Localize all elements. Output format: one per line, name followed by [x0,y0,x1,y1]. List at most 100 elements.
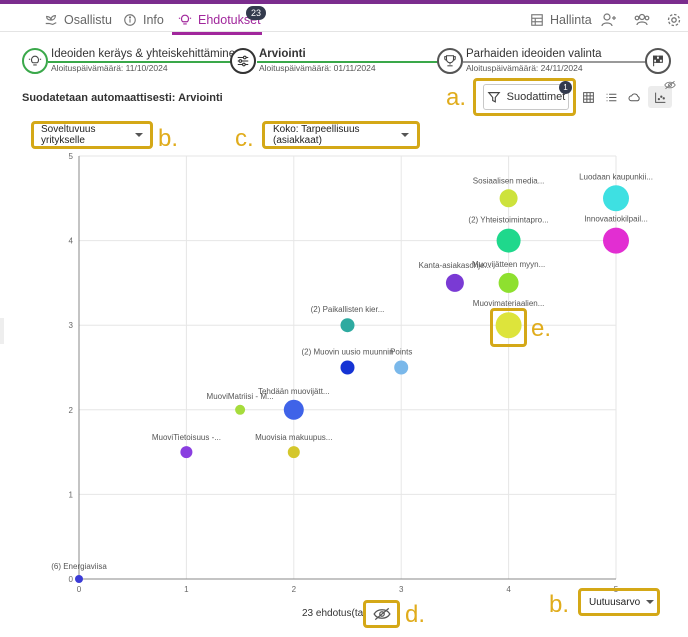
checkered-flag-icon [653,55,663,67]
data-point[interactable] [283,399,304,420]
x-tick-label: 2 [292,585,297,594]
step-3-date: Aloituspäivämäärä: 24/11/2024 [466,63,583,73]
data-point[interactable] [235,404,246,415]
tab-osallistu-label: Osallistu [64,13,112,27]
data-point[interactable] [495,312,522,339]
list-icon [606,93,616,101]
y-tick-label: 5 [69,152,74,161]
filters-button-label: Suodattimet [506,91,566,103]
highlight-b-y [31,121,153,149]
top-accent-bar [0,0,688,4]
admin-label: Hallinta [550,13,592,27]
hide-labels-button[interactable] [368,603,396,625]
annotation-c: c. [235,125,254,152]
data-point-label: (2) Yhteistoimintapro... [468,216,548,225]
hidden-eye-small-icon[interactable] [664,80,676,90]
x-axis-select[interactable]: Uutuusarvo [581,591,657,613]
step-2-title: Arviointi [259,48,306,60]
data-point-label: Sosiaalisen media... [473,176,545,185]
data-point-label: (6) Energiaviisa [51,562,107,571]
y-tick-label: 0 [69,575,74,584]
lightbulb-icon [178,14,192,25]
gear-icon[interactable] [666,12,682,28]
active-tab-indicator [172,32,262,35]
data-point[interactable] [496,228,521,253]
data-point-label: MuoviMatriisi - M... [207,392,274,401]
highlight-a [473,78,576,116]
data-point-label: (2) Paikallisten kier... [311,305,385,314]
navbar: Osallistu Info Ehdotukset 23 Hallinta [0,4,688,35]
annotation-b-x: b. [549,591,570,618]
tab-ehdotukset[interactable]: Ehdotukset [178,8,261,32]
view-table-button[interactable] [577,86,599,108]
highlight-b-x [578,588,660,616]
trophy-icon [444,55,456,67]
tab-info-label: Info [143,13,164,27]
sliders-icon [237,55,249,67]
left-edge-handle [0,318,4,344]
data-point[interactable] [287,446,300,459]
step-finish-circle[interactable] [645,48,671,74]
data-point[interactable] [394,360,409,375]
tab-info[interactable]: Info [123,8,164,32]
data-point[interactable] [340,360,355,375]
add-user-icon[interactable] [601,12,617,28]
eye-off-icon [373,607,391,621]
info-icon [124,14,136,26]
users-group-icon[interactable] [634,12,650,28]
funnel-icon [487,92,501,103]
stepper-line-done-1 [48,61,233,63]
data-point-label: Points [390,348,412,357]
data-point[interactable] [603,185,629,212]
data-point-label: Innovaatiokilpail... [584,215,648,224]
tab-osallistu[interactable]: Osallistu [44,8,112,32]
step-1-title: Ideoiden keräys & yhteiskehittäminen [51,48,242,60]
data-point[interactable] [340,318,355,333]
data-point[interactable] [180,446,193,459]
data-point[interactable] [445,273,464,292]
proposal-count-badge: 23 [246,6,266,20]
step-2-circle[interactable] [230,48,256,74]
annotation-e: e. [531,315,552,342]
grid-icon [531,14,543,26]
data-point-label: (2) Muovin uusio muunnin [301,348,393,357]
data-point[interactable] [499,189,518,208]
filters-button[interactable]: Suodattimet [483,84,569,110]
scatter-chart-icon [654,92,665,103]
step-3-circle[interactable] [437,48,463,74]
view-cloud-button[interactable] [623,86,645,108]
data-point-label: Muovijätteen myyn... [472,260,545,269]
active-filter-count: 1 [559,81,572,94]
data-point-label: Tehdään muovijätt... [258,387,330,396]
y-tick-label: 2 [69,406,74,415]
step-1-circle[interactable] [22,48,48,74]
data-point[interactable] [498,272,519,293]
data-point-label: Muovimateriaalien... [473,299,545,308]
y-axis-select[interactable]: Soveltuvuus yritykselle [33,124,151,146]
view-list-button[interactable] [600,86,622,108]
size-select-value: Koko: Tarpeellisuus (asiakkaat) [273,124,360,146]
stepper-line-done-2 [257,61,439,63]
step-2-date: Aloituspäivämäärä: 01/11/2024 [259,63,376,73]
chevron-down-icon [135,133,143,137]
highlight-e [490,308,527,347]
x-tick-label: 3 [399,585,404,594]
x-tick-label: 4 [506,585,511,594]
stepper-line-pending [463,61,647,63]
x-tick-label: 0 [77,585,82,594]
view-scatter-button[interactable] [648,86,672,108]
data-point[interactable] [75,575,83,583]
data-point[interactable] [603,227,629,254]
data-point-label: Luodaan kaupunkii... [579,172,653,181]
y-tick-label: 4 [69,237,74,246]
x-axis-select-value: Uutuusarvo [589,596,641,608]
chevron-down-icon [646,600,655,604]
x-tick-label: 1 [184,585,189,594]
data-point-label: Kanta-asiakasohje... [419,261,492,270]
admin-link[interactable]: Hallinta [530,8,592,32]
lightbulb-icon [28,55,42,66]
annotation-b-y: b. [158,125,179,152]
size-select[interactable]: Koko: Tarpeellisuus (asiakkaat) [265,124,417,146]
cloud-icon [628,92,640,101]
